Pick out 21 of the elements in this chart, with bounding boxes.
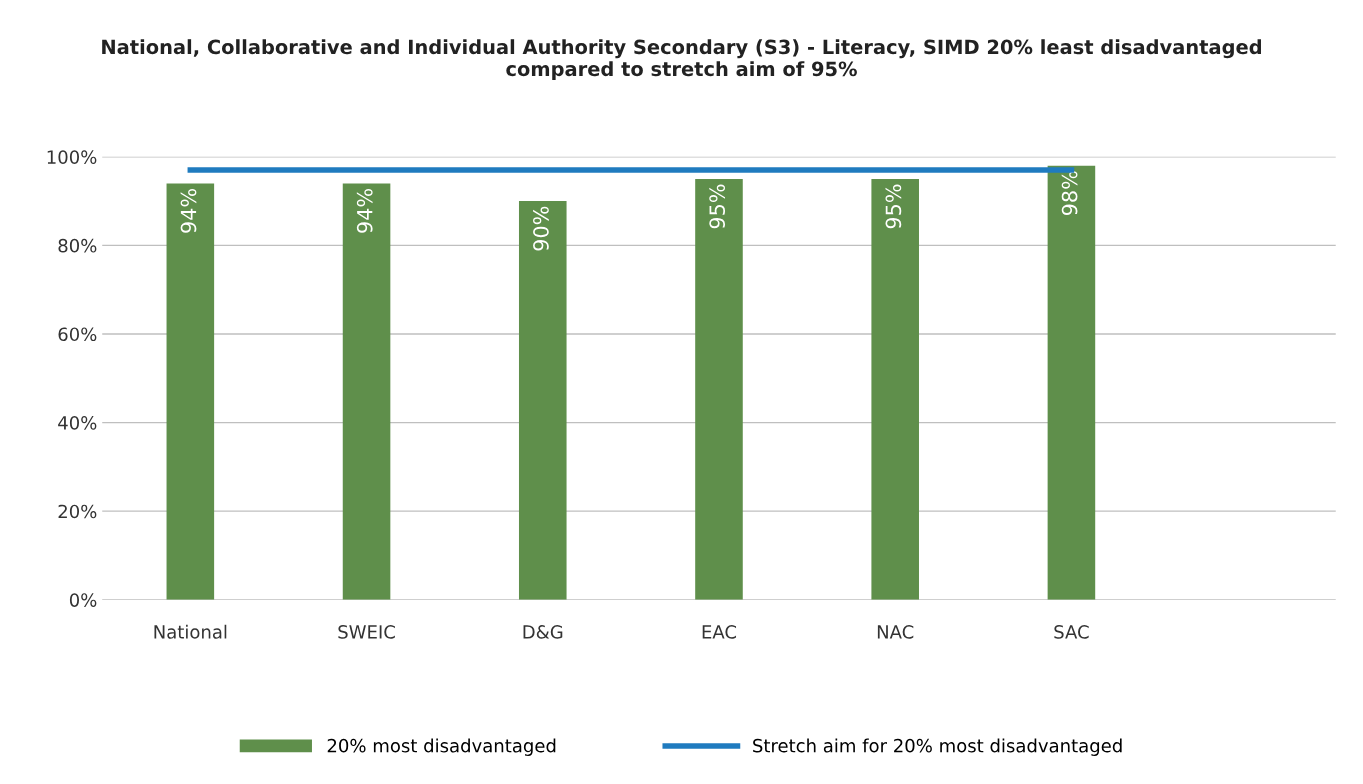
data-label: 95%: [885, 184, 902, 229]
x-tick-label: National: [154, 624, 227, 639]
legend-label: 20% most disadvantaged: [327, 738, 556, 756]
data-label: 98%: [1061, 171, 1078, 216]
data-label: 95%: [709, 184, 726, 229]
x-tick-label: SWEIC: [338, 625, 395, 639]
x-tick-label: NAC: [877, 625, 914, 639]
data-label: 94%: [180, 188, 197, 233]
y-tick-label: 100%: [47, 150, 97, 164]
y-tick-label: 40%: [58, 416, 97, 430]
y-tick-label: 60%: [58, 327, 97, 342]
data-label: 90%: [533, 206, 549, 251]
legend-label: Stretch aim for 20% most disadvantaged: [753, 738, 1122, 756]
x-tick-label: EAC: [702, 625, 737, 639]
x-tick-label: D&G: [523, 625, 563, 639]
data-label: 94%: [356, 188, 373, 233]
y-tick-label: 80%: [58, 238, 97, 253]
x-tick-label: SAC: [1054, 625, 1089, 639]
y-tick-label: 20%: [58, 504, 97, 519]
y-tick-label: 0%: [69, 593, 97, 607]
chart-title: National, Collaborative and Individual Authority Secondary (S3) - Literacy, SIMD 20% least disadvantaged compared to stretch aim of 95%: [102, 39, 1261, 80]
